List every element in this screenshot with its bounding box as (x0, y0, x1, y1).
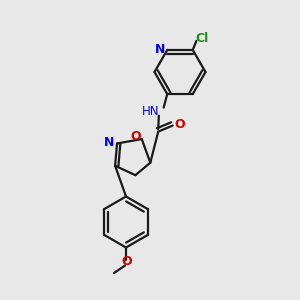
Text: O: O (130, 130, 141, 142)
Text: Cl: Cl (195, 32, 208, 45)
Text: HN: HN (142, 105, 160, 118)
Text: O: O (121, 255, 132, 268)
Text: O: O (174, 118, 184, 131)
Text: N: N (154, 44, 165, 56)
Text: N: N (104, 136, 115, 149)
